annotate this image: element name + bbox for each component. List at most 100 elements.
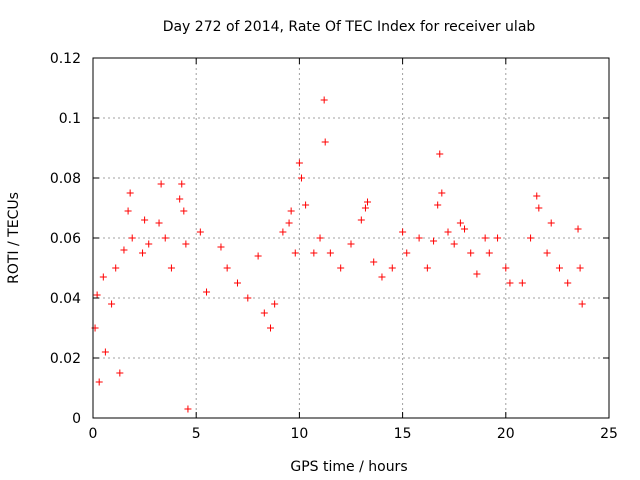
data-point: [295, 159, 303, 167]
data-point: [167, 264, 175, 272]
data-point: [260, 309, 268, 317]
data-point: [321, 138, 329, 146]
x-tick-label: 5: [192, 426, 201, 442]
data-point: [302, 201, 310, 209]
data-point: [124, 207, 132, 215]
data-point: [326, 249, 334, 257]
data-point: [244, 294, 252, 302]
data-point: [120, 246, 128, 254]
data-point: [535, 204, 543, 212]
y-tick-label: 0.06: [50, 231, 81, 247]
data-point: [578, 300, 586, 308]
data-point: [184, 405, 192, 413]
data-point: [316, 234, 324, 242]
data-point: [576, 264, 584, 272]
data-point: [527, 234, 535, 242]
grid-lines: [93, 58, 609, 418]
x-axis-label: GPS time / hours: [290, 459, 407, 475]
data-point: [485, 249, 493, 257]
data-point: [267, 324, 275, 332]
x-tick-label: 0: [89, 426, 98, 442]
data-point: [403, 249, 411, 257]
data-point: [555, 264, 563, 272]
data-point: [467, 249, 475, 257]
data-point: [444, 228, 452, 236]
data-point: [297, 174, 305, 182]
data-point: [364, 198, 372, 206]
x-tick-label: 25: [600, 426, 618, 442]
data-point: [203, 288, 211, 296]
data-point: [279, 228, 287, 236]
data-point: [574, 225, 582, 233]
data-point: [461, 225, 469, 233]
data-point: [116, 369, 124, 377]
x-tick-label: 15: [394, 426, 412, 442]
data-point: [112, 264, 120, 272]
data-point: [473, 270, 481, 278]
data-point: [108, 300, 116, 308]
data-point: [361, 204, 369, 212]
data-point: [141, 216, 149, 224]
y-tick-label: 0.04: [50, 291, 81, 307]
data-point: [93, 291, 101, 299]
data-point: [161, 234, 169, 242]
data-point: [310, 249, 318, 257]
data-point: [337, 264, 345, 272]
data-point: [254, 252, 262, 260]
data-point: [415, 234, 423, 242]
data-point: [95, 378, 103, 386]
data-point: [430, 237, 438, 245]
data-point: [438, 189, 446, 197]
x-tick-label: 20: [497, 426, 515, 442]
data-point: [357, 216, 365, 224]
data-point: [176, 195, 184, 203]
data-point: [434, 201, 442, 209]
data-point: [101, 348, 109, 356]
y-tick-label: 0: [72, 411, 81, 427]
data-point: [456, 219, 464, 227]
data-point: [506, 279, 514, 287]
data-point: [533, 192, 541, 200]
x-tick-label: 10: [290, 426, 308, 442]
data-point: [564, 279, 572, 287]
data-point: [196, 228, 204, 236]
data-point: [217, 243, 225, 251]
data-point: [547, 219, 555, 227]
data-point: [99, 273, 107, 281]
data-point: [126, 189, 134, 197]
data-point: [481, 234, 489, 242]
data-point: [494, 234, 502, 242]
data-point: [287, 207, 295, 215]
data-point: [378, 273, 386, 281]
data-point: [543, 249, 551, 257]
data-point: [423, 264, 431, 272]
y-tick-label: 0.1: [59, 111, 81, 127]
data-point: [223, 264, 231, 272]
data-point: [399, 228, 407, 236]
data-point: [182, 240, 190, 248]
data-point: [370, 258, 378, 266]
data-point: [155, 219, 163, 227]
y-tick-label: 0.12: [50, 51, 81, 67]
data-point: [450, 240, 458, 248]
data-point: [180, 207, 188, 215]
data-point: [271, 300, 279, 308]
data-point: [139, 249, 147, 257]
data-point: [502, 264, 510, 272]
data-point: [388, 264, 396, 272]
data-point: [285, 219, 293, 227]
data-points: [91, 96, 586, 413]
axis-ticks: 0 5 10 15 20 25 0 0.02 0.04 0.06 0.08 0.1 0.12: [50, 51, 618, 442]
data-point: [145, 240, 153, 248]
data-point: [436, 150, 444, 158]
data-point: [233, 279, 241, 287]
y-tick-label: 0.08: [50, 171, 81, 187]
data-point: [157, 180, 165, 188]
data-point: [291, 249, 299, 257]
data-point: [518, 279, 526, 287]
data-point: [347, 240, 355, 248]
data-point: [320, 96, 328, 104]
data-point: [128, 234, 136, 242]
y-axis-label: ROTI / TECUs: [6, 192, 22, 284]
